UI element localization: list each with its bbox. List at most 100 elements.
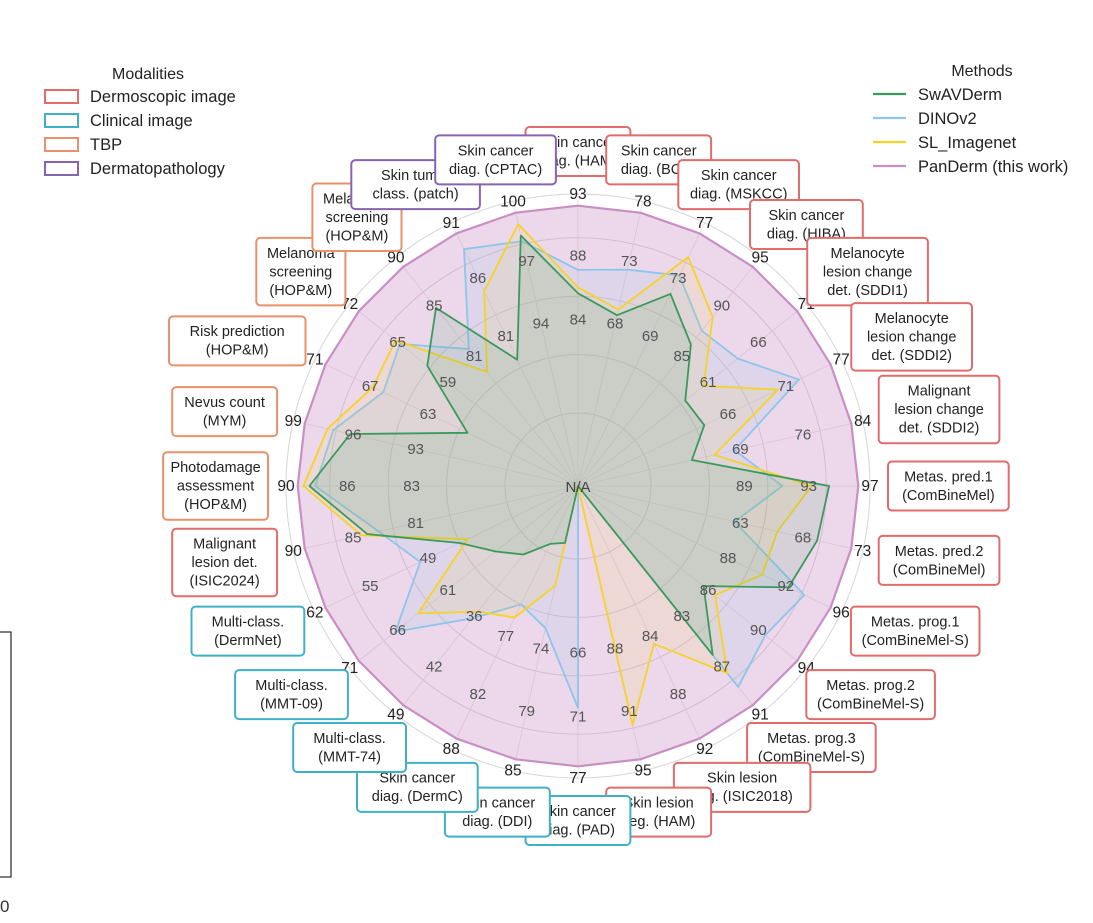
axis-label-line: Malignant (908, 384, 971, 400)
axis-label-frame (168, 315, 307, 367)
cropped-panel-fragment: 0 (0, 631, 12, 916)
axis-label-box: Multi-class. (DermNet) (190, 605, 306, 657)
tick-label: 85 (426, 298, 443, 315)
axis-label: Multi-class. (DermNet) (212, 615, 285, 650)
axis-label-box: Skin cancer diag. (MSKCC) (677, 159, 800, 211)
method-legend-label: PanDerm (this work) (918, 158, 1068, 176)
tick-label: 65 (389, 334, 406, 351)
axis-label-line: Nevus count (184, 395, 265, 411)
tick-label: 63 (732, 515, 749, 532)
grid-spoke (349, 303, 579, 487)
tick-label: 55 (362, 578, 379, 595)
tick-label: 86 (470, 270, 487, 287)
axis-label: Metas. pred.1 (ComBineMel) (902, 469, 995, 504)
axis-label-line: screening (325, 210, 388, 226)
axis-label-frame (255, 236, 347, 307)
tick-label: 62 (306, 605, 323, 622)
axis-label-box: Metas. prog.2 (ComBineMel-S) (805, 669, 936, 721)
axis-label-line: Multi-class. (212, 615, 285, 631)
axis-label-line: diag. (DermC) (372, 789, 463, 805)
tick-label: 92 (696, 741, 713, 758)
tick-label: 90 (277, 478, 295, 495)
axis-label-line: seg. (ISIC2018) (691, 789, 793, 805)
axis-label-line: Melanocyte (831, 246, 905, 262)
axis-label-line: Metas. pred.2 (895, 544, 984, 560)
axis-label-line: Metas. pred.1 (904, 469, 993, 485)
axis-label-line: Risk prediction (190, 324, 285, 340)
series-swavderm (308, 234, 830, 656)
axis-label-box: Malignant lesion change det. (SDDI2) (877, 374, 1001, 445)
modality-legend-label: Clinical image (90, 112, 193, 130)
grid-spoke (577, 485, 807, 669)
axis-label: Malignant lesion det. (ISIC2024) (190, 537, 260, 590)
tick-label: 42 (426, 658, 443, 675)
axis-label-box: Skin cancer diag. (HIBA) (749, 199, 864, 250)
tick-label: 59 (440, 374, 457, 391)
axis-label-line: Multi-class. (313, 731, 386, 747)
grid-spoke (512, 201, 579, 487)
axis-label-frame (234, 669, 349, 721)
grid-spoke (314, 358, 579, 487)
axis-label-line: Multi-class. (255, 678, 328, 694)
tick-label: 49 (420, 550, 437, 567)
axis-label-box: Multi-class. (MMT-74) (292, 722, 408, 773)
axis-label-line: Skin cancer (458, 143, 534, 159)
axis-label-line: (MMT-74) (318, 749, 381, 765)
axis-label-line: Metas. prog.1 (871, 615, 960, 631)
axis-label: Skin cancer diag. (HAM) (539, 135, 616, 170)
tick-label: 84 (854, 413, 872, 430)
axis-label-line: Skin tumor (381, 168, 450, 184)
axis-label-frame (677, 159, 800, 211)
axis-label-line: (HOP&M) (325, 228, 388, 244)
axis-label-line: (DermNet) (214, 633, 282, 649)
tick-label: 84 (570, 312, 587, 329)
tick-label: 73 (621, 253, 638, 270)
tick-label: 69 (642, 328, 659, 345)
axis-label-line: diag. (MSKCC) (690, 187, 788, 203)
tick-label: 90 (387, 250, 405, 267)
tick-label: 95 (751, 250, 768, 267)
axis-label-box: Metas. prog.3 (ComBineMel-S) (746, 722, 877, 773)
axis-label-line: (HOP&M) (184, 497, 247, 513)
axis-label-line: diag. (HAM) (539, 153, 616, 169)
axis-label-line: Skin lesion (707, 771, 777, 787)
tick-label: 94 (533, 316, 550, 333)
tick-label: 85 (504, 763, 521, 780)
tick-label: 63 (420, 406, 437, 423)
tick-label: 85 (673, 348, 690, 365)
tick-label: 68 (795, 529, 812, 546)
tick-label: 92 (777, 578, 794, 595)
grid-spoke (577, 303, 807, 487)
modality-legend-label: Dermoscopic image (90, 88, 236, 106)
grid-spoke (395, 485, 579, 715)
axis-label: Skin cancer diag. (PAD) (540, 804, 616, 839)
axis-label: Metas. prog.2 (ComBineMel-S) (817, 678, 924, 713)
axis-label: Risk prediction (HOP&M) (190, 324, 285, 359)
tick-label: 81 (466, 348, 483, 365)
axis-label-line: (MMT-09) (260, 696, 323, 712)
axis-label-frame (171, 386, 279, 438)
tick-label: 93 (800, 478, 817, 495)
axis-label-line: diag. (CPTAC) (449, 162, 542, 178)
tick-label: 93 (569, 186, 586, 203)
axis-label-frame (887, 460, 1010, 512)
grid-spoke (314, 485, 579, 614)
axis-label-line: det. (SDDI2) (899, 421, 980, 437)
axis-label: Melanocyte lesion change det. (SDDI1) (823, 246, 913, 299)
axis-label-box: Melanocyte lesion change det. (SDDI2) (850, 302, 973, 372)
axis-label-frame (171, 527, 279, 598)
tick-label: 90 (285, 543, 303, 560)
tick-label: 86 (339, 478, 356, 495)
axis-label-box: Melanocyte lesion change det. (SDDI1) (806, 236, 929, 307)
tick-label: 77 (832, 351, 849, 368)
grid-spoke (577, 222, 706, 487)
axis-label: Multi-class. (MMT-74) (313, 731, 386, 766)
axis-label-line: Metas. prog.3 (767, 731, 856, 747)
axis-label-line: Skin lesion (624, 796, 694, 812)
tick-label: 95 (634, 763, 651, 780)
axis-label-line: (ComBineMel-S) (817, 696, 924, 712)
radar-axis-labels: Skin cancer diag. (HAM)Skin cancer diag. (… (162, 126, 1010, 846)
grid-spoke (577, 201, 644, 487)
tick-label: 76 (795, 427, 812, 444)
